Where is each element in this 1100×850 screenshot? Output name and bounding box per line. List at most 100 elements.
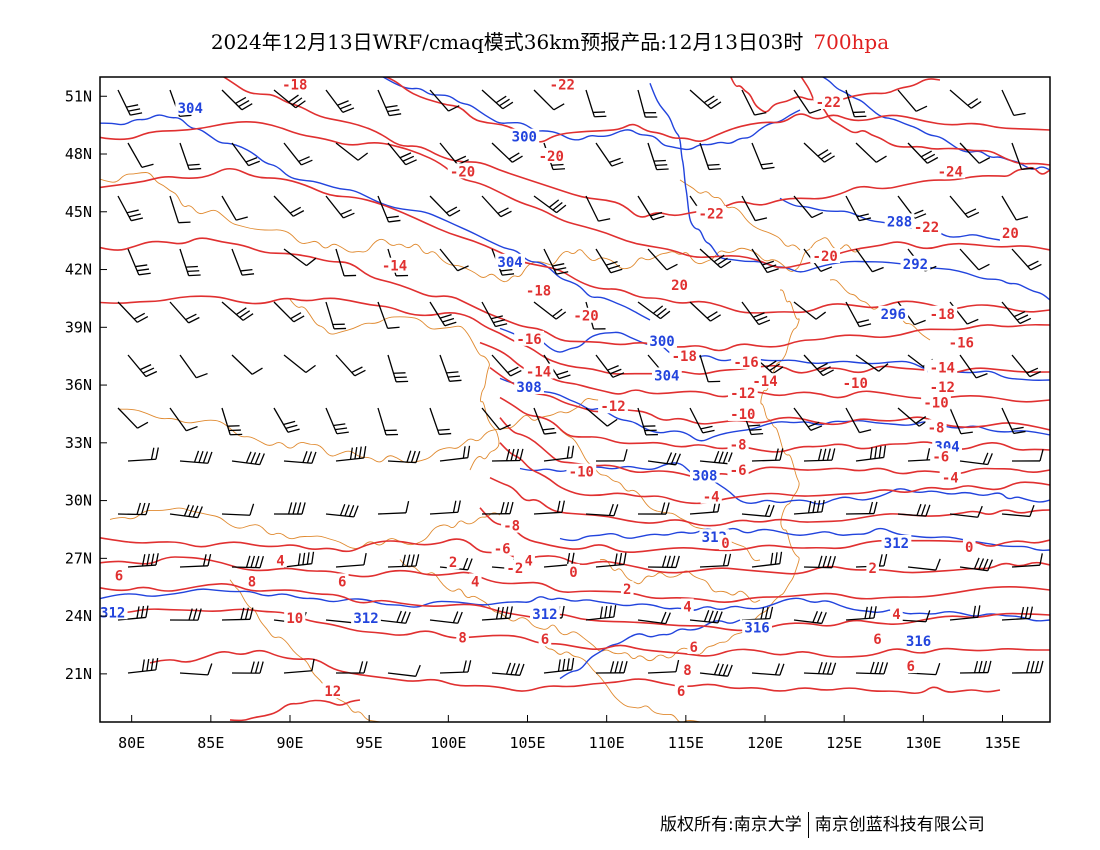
temperature-contour-label: -2 <box>506 561 523 577</box>
geopotential-isoline <box>100 114 651 321</box>
temperature-isotherm <box>730 77 941 113</box>
wind-barb <box>845 501 878 515</box>
temperature-isotherm <box>100 167 1050 314</box>
lat-tick-label: 36N <box>65 376 92 394</box>
temperature-contour-label-bg <box>681 662 694 678</box>
wind-barb <box>127 354 158 378</box>
wind-barb <box>377 301 400 329</box>
wind-barb <box>283 551 315 568</box>
temperature-contour-label-bg <box>939 469 961 485</box>
wind-barb <box>429 89 460 112</box>
wind-barb <box>1001 195 1029 221</box>
wind-barb <box>855 248 884 273</box>
wind-barb <box>377 89 402 117</box>
temperature-contour-label: 20 <box>671 278 688 294</box>
temperature-contour-label: -6 <box>730 463 747 479</box>
wind-barb <box>741 504 775 518</box>
temperature-contour-label-bg <box>567 563 580 579</box>
wind-barb <box>283 354 316 373</box>
temperature-contour-label-bg <box>999 224 1022 240</box>
temperature-contour-label: 6 <box>541 632 549 648</box>
temperature-contour-label: -22 <box>699 207 724 223</box>
wind-barb <box>949 605 981 621</box>
wind-barb <box>647 659 680 674</box>
temperature-contour-label-bg <box>930 448 952 464</box>
height-contour-label-bg <box>175 99 206 115</box>
wind-barb <box>127 553 159 568</box>
wind-barb <box>491 662 525 676</box>
height-contour-label-bg <box>651 367 682 383</box>
temperature-isotherm <box>229 699 361 722</box>
temperature-contour-label: -20 <box>450 164 475 180</box>
lon-tick-label: 110E <box>589 734 625 752</box>
temperature-contour-label-bg <box>927 359 958 375</box>
wind-barb <box>803 142 835 163</box>
wind-barb <box>283 248 317 267</box>
wind-barb <box>793 407 823 432</box>
temperature-contours <box>100 77 1050 722</box>
temperature-contour-label: -4 <box>942 470 959 486</box>
wind-barb <box>283 142 313 166</box>
wind-barb <box>803 354 834 377</box>
temperature-contour-label: 6 <box>677 684 685 700</box>
temperature-isotherm <box>384 77 1050 143</box>
wind-barb <box>741 301 771 326</box>
wind-barb <box>231 451 265 466</box>
wind-barb <box>741 407 764 436</box>
temperature-contour-label-bg <box>571 307 601 323</box>
temperature-contour-label-bg <box>921 394 951 410</box>
wind-barbs <box>117 89 1044 677</box>
wind-barb <box>959 557 993 572</box>
lat-tick-label: 27N <box>65 549 92 567</box>
wind-barb <box>1001 89 1026 117</box>
temperature-contour-label: 6 <box>115 569 123 585</box>
wind-barb <box>959 660 992 674</box>
wind-barb <box>335 661 368 674</box>
wind-barb <box>751 448 784 462</box>
lat-tick-label: 42N <box>65 261 92 279</box>
temperature-contour-label: 2 <box>868 561 876 577</box>
temperature-contour-label-bg <box>866 559 879 575</box>
lon-tick-label: 135E <box>984 734 1020 752</box>
height-contour-label-bg <box>878 305 909 321</box>
wind-barb <box>803 661 837 675</box>
wind-barb <box>1001 301 1032 325</box>
geopotential-isoline <box>100 588 1050 622</box>
wind-barb <box>595 248 623 274</box>
wind-barb <box>221 301 254 321</box>
lon-tick-label: 105E <box>509 734 545 752</box>
temperature-contour-label-bg <box>871 631 884 647</box>
wind-barb <box>949 301 979 325</box>
wind-barb <box>699 142 722 171</box>
wind-barb <box>897 89 928 112</box>
wind-barb <box>429 611 463 624</box>
wind-barb <box>179 553 212 568</box>
temperature-contour-label-bg <box>523 282 554 298</box>
wind-barb <box>855 142 887 163</box>
map-axes: 80E 85E 90E 95E 100E 105E 110E 115E 120E 125E 130E… <box>65 87 1021 752</box>
wind-barb <box>689 301 721 322</box>
wind-barb <box>179 354 208 379</box>
height-contour-label: 308 <box>516 380 541 396</box>
temperature-contour-label: 8 <box>458 630 466 646</box>
lon-tick-label: 115E <box>668 734 704 752</box>
temperature-contour-label: -22 <box>914 220 939 236</box>
wind-barb <box>221 503 255 516</box>
wind-barb <box>127 447 159 462</box>
temperature-isotherm <box>100 237 1050 352</box>
temperature-contour-label: -12 <box>730 386 755 402</box>
temperature-contour-label: 4 <box>276 553 284 569</box>
wind-barb <box>325 504 359 518</box>
wind-barb <box>855 354 889 372</box>
temperature-contour-label: 6 <box>690 640 698 656</box>
wind-barb <box>221 607 254 621</box>
temperature-contour-label: 0 <box>569 565 577 581</box>
temperature-contour-label-bg <box>727 405 758 421</box>
temperature-contour-label-bg <box>547 77 578 92</box>
wind-barb <box>377 195 401 223</box>
height-contour-label: 308 <box>692 469 717 485</box>
boundary-line <box>539 639 701 722</box>
wind-barb <box>647 452 681 466</box>
wind-barb <box>647 555 680 569</box>
boundary-line <box>399 289 800 662</box>
